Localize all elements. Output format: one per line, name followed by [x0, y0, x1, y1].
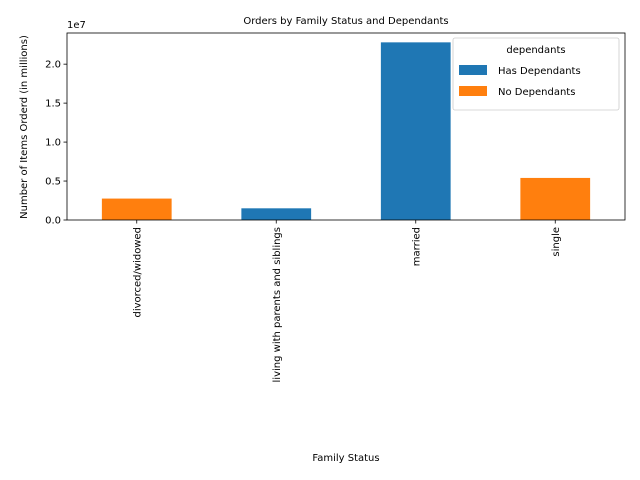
x-tick-label: living with parents and siblings — [272, 227, 283, 382]
y-axis-label: Number of Items Orderd (in millions) — [19, 35, 30, 219]
legend-swatch — [459, 86, 487, 96]
y-offset-text: 1e7 — [67, 20, 86, 31]
plot-frame — [66, 32, 626, 221]
legend-entry: No Dependants — [498, 87, 575, 98]
bar-has-dependants-2 — [380, 42, 451, 220]
x-axis-label: Family Status — [312, 453, 379, 464]
y-tick-label: 1.5 — [45, 99, 61, 110]
x-tick-label: married — [411, 227, 422, 266]
y-tick-label: 0.0 — [45, 216, 61, 227]
legend-swatch — [459, 65, 487, 75]
legend: dependants Has Dependants No Dependants — [452, 37, 620, 111]
y-tick-label: 2.0 — [45, 60, 61, 71]
y-tick-label: 1.0 — [45, 138, 61, 149]
x-tick-label: divorced/widowed — [132, 227, 143, 318]
y-tick-label: 0.5 — [45, 177, 61, 188]
legend-title: dependants — [506, 45, 565, 56]
bar-no-dependants-3 — [520, 177, 591, 220]
legend-box — [452, 37, 620, 111]
chart-title: Orders by Family Status and Dependants — [243, 16, 448, 27]
legend-entry: Has Dependants — [498, 66, 581, 77]
bar-has-dependants-1 — [241, 208, 312, 220]
bar-no-dependants-0 — [101, 198, 172, 220]
x-tick-label: single — [551, 227, 562, 257]
